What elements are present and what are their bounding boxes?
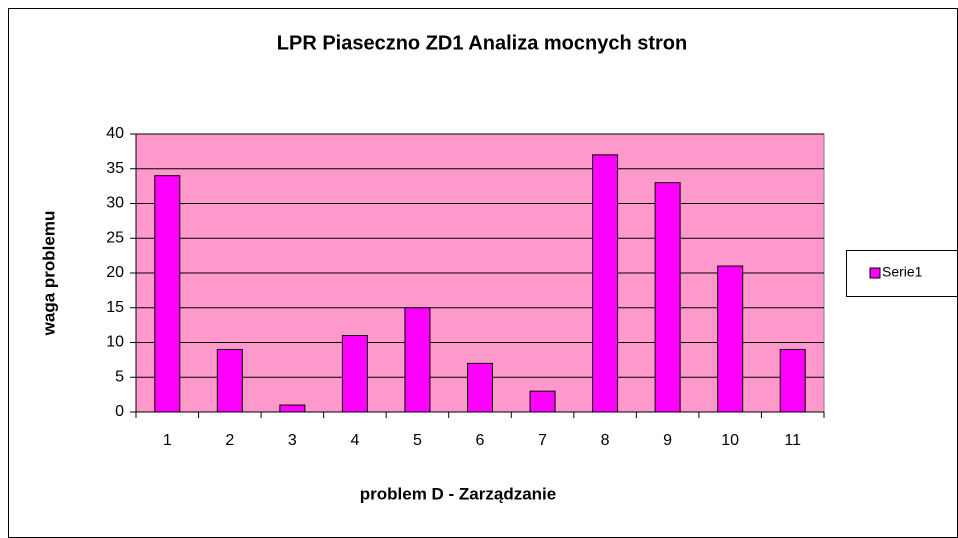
bar (529, 390, 556, 413)
x-axis-label: problem D - Zarządzanie (360, 484, 556, 503)
bar (404, 307, 431, 413)
x-tick-label: 10 (721, 432, 739, 449)
bar (654, 182, 681, 413)
bar (341, 335, 368, 413)
y-axis-label: waga problemu (39, 211, 58, 337)
x-tick-label: 1 (163, 432, 172, 449)
bar (717, 265, 744, 413)
y-tick-label: 5 (115, 368, 124, 385)
x-tick-label: 6 (476, 432, 485, 449)
bar (592, 154, 619, 413)
y-tick-label: 35 (106, 160, 124, 177)
x-tick-label: 5 (413, 432, 422, 449)
x-tick-label: 4 (350, 432, 359, 449)
x-tick-label: 9 (663, 432, 672, 449)
legend-swatch (869, 267, 881, 279)
y-tick-label: 15 (106, 299, 124, 316)
y-tick-label: 0 (115, 403, 124, 420)
x-tick-label: 3 (288, 432, 297, 449)
x-tick-label: 11 (784, 432, 801, 449)
chart-title: LPR Piaseczno ZD1 Analiza mocnych stron (277, 32, 687, 54)
y-tick-label: 25 (106, 229, 124, 246)
bar (154, 175, 181, 413)
x-tick-label: 8 (601, 432, 610, 449)
y-tick-label: 30 (106, 195, 124, 212)
y-tick-label: 20 (106, 264, 124, 281)
bar (279, 404, 306, 413)
y-tick-label: 10 (106, 334, 124, 351)
legend-box (846, 250, 958, 297)
x-tick-label: 7 (538, 432, 547, 449)
bar (467, 362, 493, 413)
bar (216, 348, 243, 413)
legend-label: Serie1 (882, 264, 923, 280)
x-tick-label: 2 (225, 432, 234, 449)
y-tick-label: 40 (106, 125, 124, 142)
bar (779, 348, 806, 413)
